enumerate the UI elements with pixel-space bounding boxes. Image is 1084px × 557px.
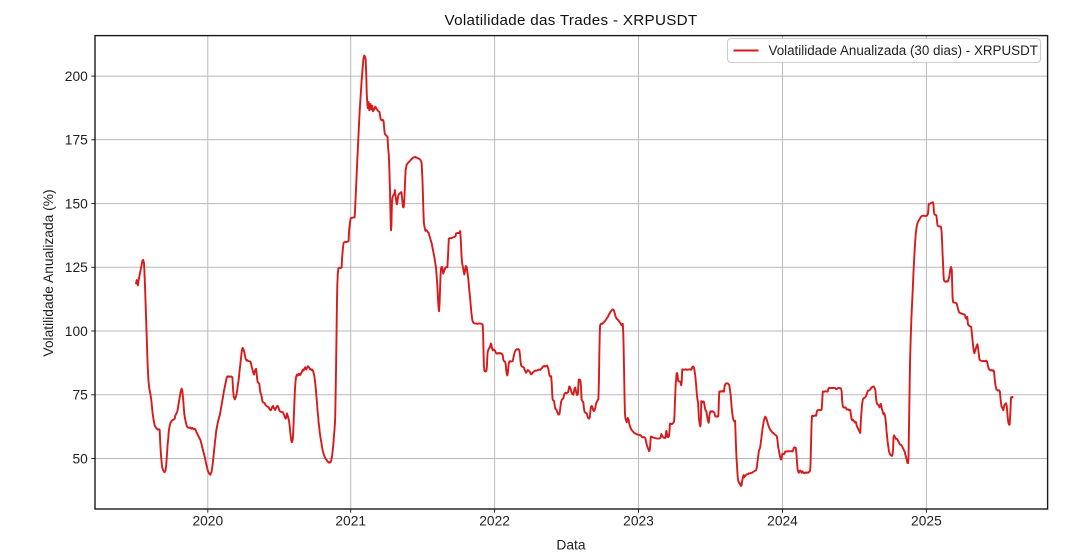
svg-text:50: 50 [72,451,88,466]
svg-text:175: 175 [65,133,88,148]
svg-text:2020: 2020 [192,513,223,528]
svg-text:2024: 2024 [767,513,798,528]
svg-text:150: 150 [65,197,88,212]
svg-text:Volatilidade Anualizada (30 di: Volatilidade Anualizada (30 dias) - XRPU… [769,43,1038,58]
svg-text:2023: 2023 [623,513,654,528]
svg-text:Volatilidade Anualizada (%): Volatilidade Anualizada (%) [41,189,56,356]
svg-text:200: 200 [65,69,88,84]
svg-text:2022: 2022 [479,513,510,528]
svg-text:2021: 2021 [335,513,366,528]
svg-text:125: 125 [65,260,88,275]
svg-text:75: 75 [72,388,88,403]
svg-text:Volatilidade das Trades - XRPU: Volatilidade das Trades - XRPUSDT [444,12,697,29]
svg-text:2025: 2025 [911,513,942,528]
svg-text:100: 100 [65,324,88,339]
svg-text:Data: Data [556,538,585,553]
